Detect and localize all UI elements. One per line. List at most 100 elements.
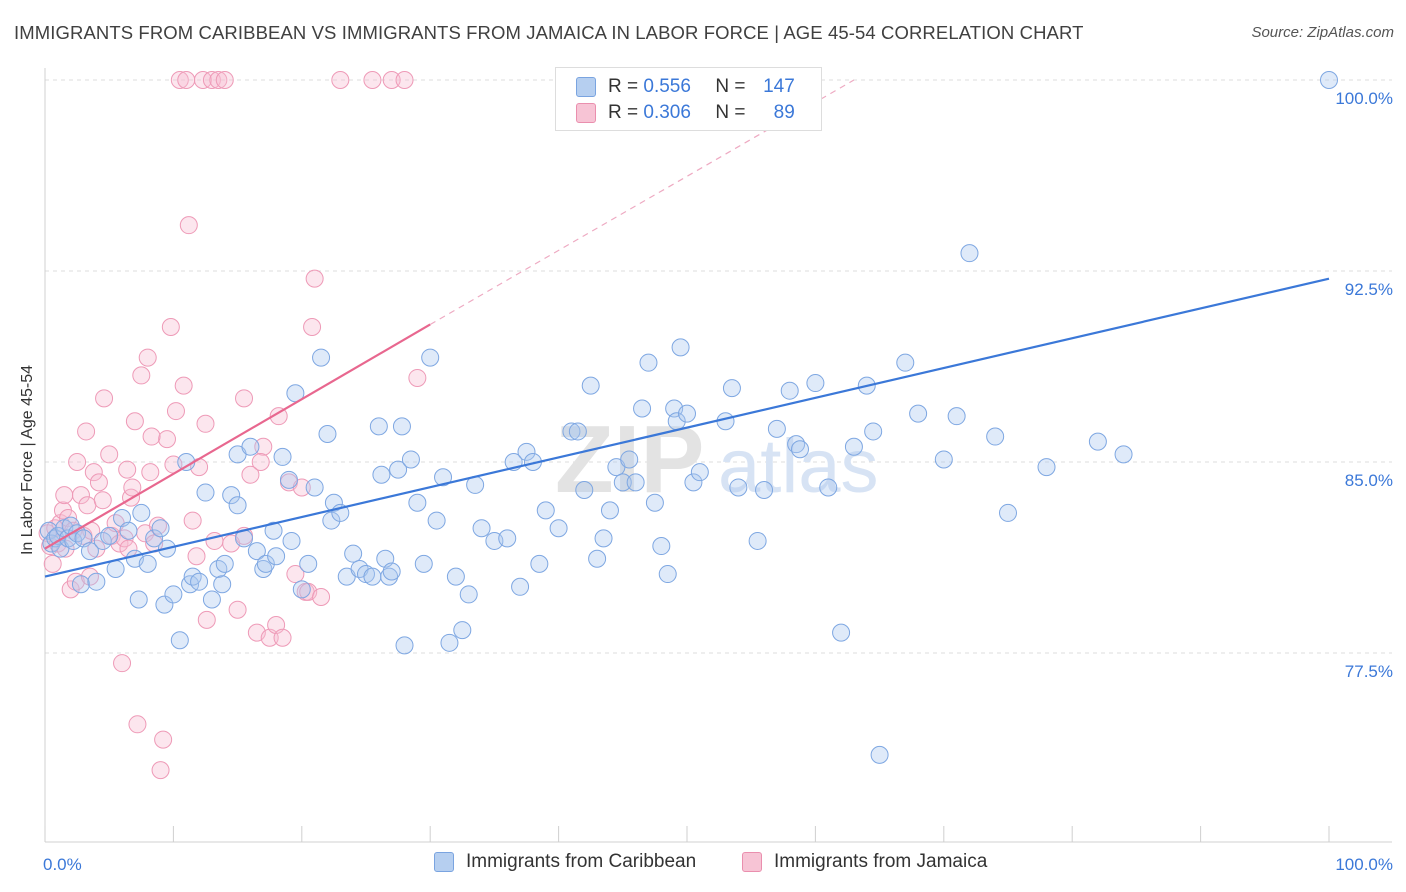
data-point-caribbean [472,519,491,538]
data-point-caribbean [678,404,696,423]
bottom-legend-swatch-caribbean [434,852,454,872]
data-point-caribbean [380,567,399,586]
data-point-caribbean [986,427,1005,446]
data-point-jamaica [202,71,221,89]
data-point-caribbean [530,554,549,573]
data-point-jamaica [142,427,161,446]
data-point-jamaica [84,463,103,482]
data-point-jamaica [118,460,137,479]
series-caribbean-points [39,71,1338,764]
data-point-caribbean [273,447,292,466]
data-point-caribbean [613,473,632,492]
data-point-caribbean [1114,445,1133,464]
data-point-caribbean [164,585,183,604]
data-point-caribbean [639,353,658,372]
bottom-legend-label-caribbean: Immigrants from Caribbean [466,851,697,872]
legend-r-label: R = [608,102,639,123]
data-point-caribbean [106,559,125,578]
axes [44,68,1392,843]
data-point-caribbean [247,542,266,561]
data-point-jamaica [166,402,185,421]
data-point-caribbean [80,542,99,561]
watermark-zip: ZIP [555,406,704,513]
tick-labels: 77.5% 85.0% 92.5% 100.0% 0.0% 100.0% [43,89,1393,874]
data-point-caribbean [170,631,189,650]
data-point-jamaica [95,389,114,408]
data-point-jamaica [43,554,62,573]
data-point-caribbean [690,463,709,482]
data-point-jamaica [395,71,414,89]
data-point-jamaica [273,628,292,647]
data-point-caribbean [999,503,1017,522]
data-point-jamaica [68,453,87,471]
data-point-caribbean [241,437,260,456]
data-point-jamaica [382,71,401,89]
data-point-caribbean [145,529,164,548]
data-point-caribbean [213,575,232,594]
data-point-caribbean [844,437,863,456]
data-point-caribbean [254,559,273,578]
data-point-caribbean [202,590,221,609]
data-point-caribbean [588,549,607,568]
data-point-caribbean [190,572,209,591]
data-point-caribbean [517,442,536,461]
data-point-caribbean [389,460,408,479]
data-point-caribbean [453,621,472,640]
x-tick-label: 100.0% [1335,855,1393,874]
data-point-caribbean [222,486,241,505]
data-point-jamaica [128,715,147,734]
y-tick-label: 77.5% [1345,662,1393,681]
data-point-caribbean [549,519,568,538]
data-point-caribbean [215,554,234,573]
data-point-caribbean [363,567,382,586]
data-point-caribbean [427,511,446,530]
data-point-jamaica [151,761,170,780]
legend-n-value-jamaica: 89 [773,102,795,123]
data-point-jamaica [269,407,288,426]
data-point-caribbean [434,468,453,487]
legend-row-caribbean: R = 0.556 N = 147 [576,74,795,100]
data-point-caribbean [292,580,311,599]
chart-title: IMMIGRANTS FROM CARIBBEAN VS IMMIGRANTS … [14,22,1084,43]
data-point-jamaica [254,437,273,456]
data-point-caribbean [279,470,298,489]
data-point-jamaica [71,486,90,505]
data-point-caribbean [896,353,915,372]
data-point-caribbean [305,478,324,497]
source-credit: Source: ZipAtlas.com [1251,24,1394,41]
data-point-jamaica [132,366,151,385]
data-point-caribbean [633,399,652,418]
data-point-caribbean [620,450,639,469]
data-point-jamaica [161,318,180,337]
data-point-caribbean [414,554,433,573]
data-point-jamaica [89,473,108,492]
data-point-jamaica [215,71,234,89]
data-point-caribbean [71,575,90,594]
data-point-caribbean [1320,71,1338,89]
data-point-caribbean [626,473,645,492]
data-point-caribbean [511,577,530,596]
data-point-jamaica [179,216,198,235]
data-point-caribbean [947,407,966,426]
data-point-jamaica [77,422,96,441]
data-point-caribbean [909,404,928,423]
y-tick-label: 92.5% [1345,280,1393,299]
data-point-caribbean [536,501,555,520]
data-point-caribbean [312,348,331,367]
bottom-legend-jamaica: Immigrants from Jamaica [742,851,987,873]
data-point-jamaica [55,486,74,505]
data-point-caribbean [684,473,703,492]
data-point-jamaica [113,654,132,673]
data-point-jamaica [100,445,119,464]
y-tick-label: 100.0% [1335,89,1393,108]
data-point-jamaica [177,71,196,89]
data-point-caribbean [440,633,459,652]
data-point-caribbean [318,424,337,443]
data-point-caribbean [658,565,677,584]
data-point-caribbean [228,496,247,515]
data-point-jamaica [408,368,427,387]
data-point-caribbean [446,567,465,586]
data-point-caribbean [581,376,600,395]
data-point-caribbean [767,419,786,438]
legend-n-label: N = [715,102,746,123]
